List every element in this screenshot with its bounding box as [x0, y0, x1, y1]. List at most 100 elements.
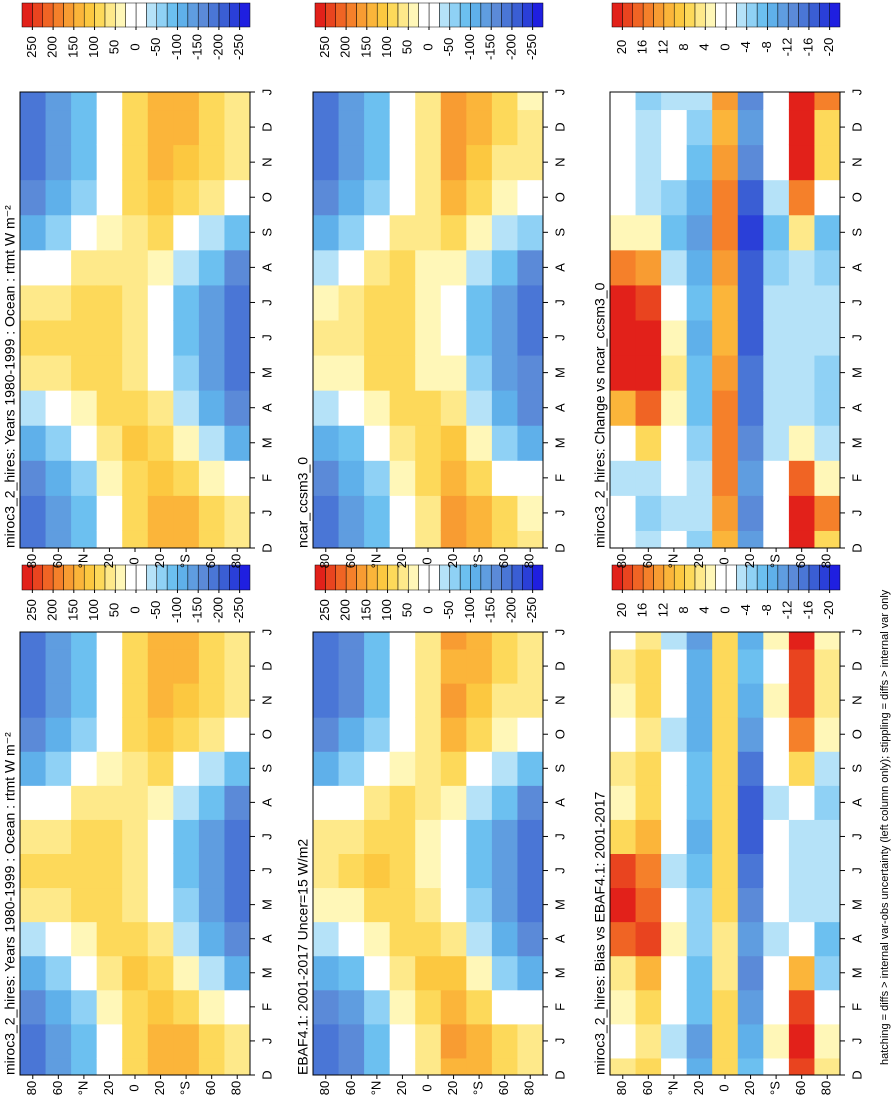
colorbar-box [736, 2, 747, 28]
plot-cells [610, 632, 841, 1076]
cell [466, 355, 493, 391]
cell [466, 109, 493, 146]
cell [122, 717, 149, 752]
y-tick-label: 80 [819, 1081, 834, 1095]
cell [440, 1057, 467, 1076]
cell [440, 785, 467, 820]
cell [517, 355, 544, 391]
cell [814, 785, 841, 820]
cell [122, 495, 149, 531]
cell [466, 530, 493, 549]
colorbar-label: -16 [800, 601, 815, 620]
cell [415, 989, 442, 1025]
colorbar-box [166, 564, 178, 591]
cell [122, 144, 149, 181]
cell [224, 390, 251, 426]
cell [686, 320, 713, 356]
colorbar-box [611, 564, 623, 591]
cell [224, 1023, 251, 1059]
cell [610, 1057, 637, 1076]
cell [466, 989, 493, 1025]
cell [364, 249, 391, 286]
cell [440, 425, 467, 461]
cell [788, 853, 815, 889]
cell [814, 632, 841, 650]
cell [20, 320, 47, 356]
colorbar-label: 200 [45, 599, 60, 621]
cell [517, 179, 544, 216]
cell [610, 717, 637, 752]
cell [20, 92, 47, 111]
colorbar-box [356, 2, 368, 28]
cell [45, 887, 72, 923]
colorbar-label: 100 [379, 36, 394, 58]
cell [364, 530, 391, 549]
cell [686, 785, 713, 820]
y-tick-label: 60 [203, 1081, 218, 1095]
cell [517, 1023, 544, 1059]
cell [763, 530, 790, 549]
cell [466, 92, 493, 111]
cell [71, 249, 98, 286]
cell [45, 460, 72, 496]
cell [173, 853, 200, 889]
cell [635, 425, 662, 461]
cell [415, 853, 442, 889]
cell [610, 460, 637, 496]
cell [122, 179, 149, 216]
cell [661, 632, 688, 650]
cell [661, 989, 688, 1025]
cell [415, 109, 442, 146]
y-tick-label: °S [471, 1081, 486, 1095]
cell [338, 495, 365, 531]
cell [389, 530, 416, 549]
cell [173, 355, 200, 391]
cell [686, 249, 713, 286]
x-tick-label: S [552, 764, 567, 773]
cell [96, 495, 123, 531]
cell [96, 179, 123, 216]
cell [20, 530, 47, 549]
cell [389, 390, 416, 426]
cell [96, 717, 123, 752]
cell [686, 819, 713, 854]
cell [313, 717, 340, 752]
cell [71, 1023, 98, 1059]
cell [96, 1057, 123, 1076]
cell [491, 632, 518, 650]
cell [122, 460, 149, 496]
cell [635, 495, 662, 531]
cell [71, 717, 98, 752]
cell [198, 887, 225, 923]
cell [440, 390, 467, 426]
y-tick-label: 80 [229, 1081, 244, 1095]
cell [712, 179, 739, 216]
colorbar-label: 4 [697, 43, 712, 50]
cell [466, 921, 493, 957]
x-tick-label: D [849, 661, 864, 670]
colorbar-box [314, 2, 326, 28]
cell [45, 1023, 72, 1059]
cell [122, 355, 149, 391]
cell [198, 495, 225, 531]
cell [173, 751, 200, 786]
cell [686, 1023, 713, 1059]
cell [635, 179, 662, 216]
cell [364, 819, 391, 854]
cell [814, 989, 841, 1025]
cell [364, 751, 391, 786]
cell [737, 785, 764, 820]
x-tick-label: D [259, 1070, 274, 1079]
cell [20, 355, 47, 391]
cell [389, 495, 416, 531]
cell [338, 92, 365, 111]
cell [313, 649, 340, 684]
colorbar-box [777, 2, 789, 28]
cell [440, 355, 467, 391]
cell [517, 390, 544, 426]
cell [338, 249, 365, 286]
x-tick-label: F [849, 1003, 864, 1011]
colorbar-label: 50 [400, 40, 415, 54]
panel-title: miroc3_2_hires: Years 1980-1999 : Ocean … [2, 732, 18, 1075]
